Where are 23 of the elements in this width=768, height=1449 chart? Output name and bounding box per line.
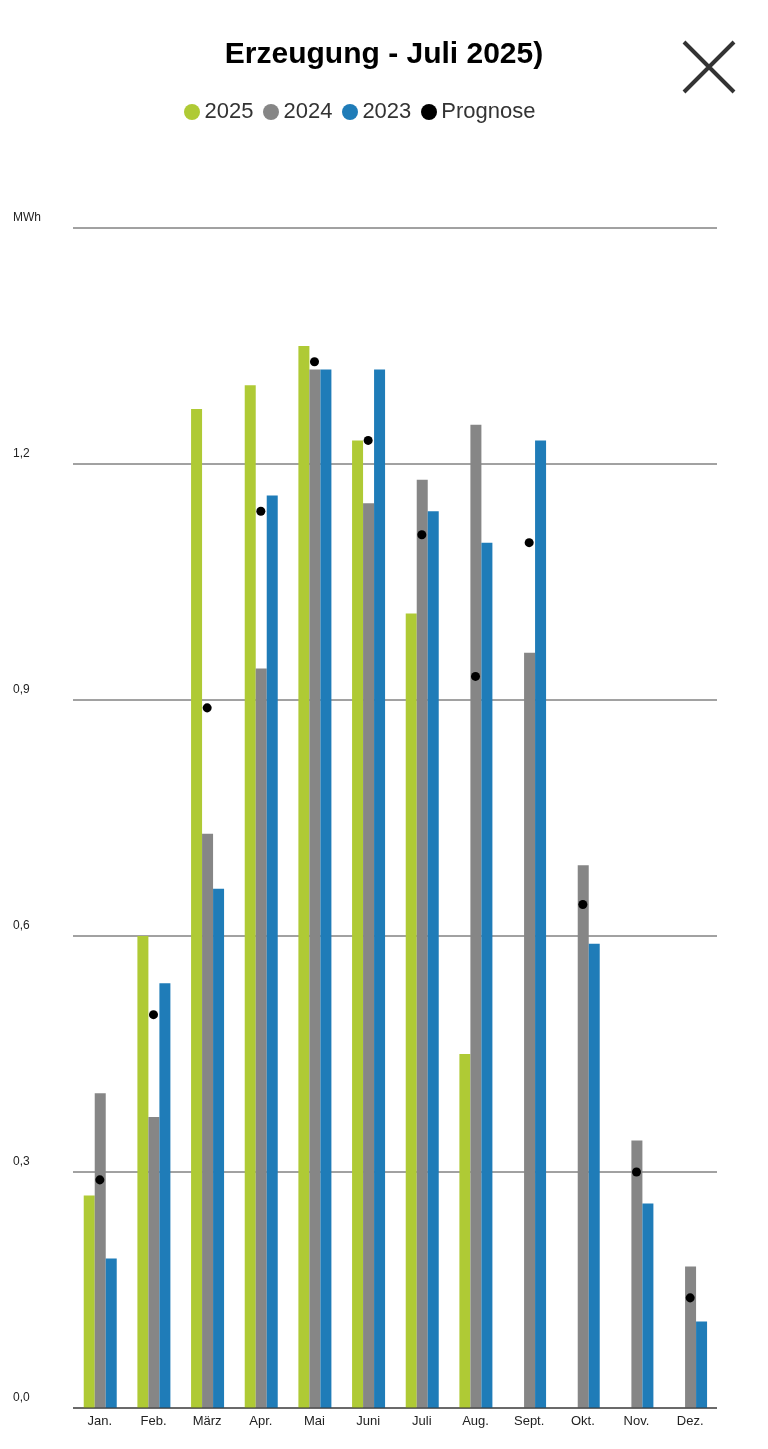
- x-tick-label: Juni: [356, 1413, 381, 1429]
- y-tick-label: 0,9: [13, 682, 31, 696]
- legend-label: 2023: [362, 98, 412, 123]
- x-tick-label: Okt.: [570, 1413, 595, 1429]
- x-tick-label: Nov.: [623, 1413, 650, 1429]
- x-tick-label: Jan.: [87, 1413, 113, 1429]
- legend-label: 2024: [283, 98, 333, 123]
- x-tick-label: Apr.: [249, 1413, 273, 1429]
- legend-label: Prognose: [441, 98, 536, 123]
- x-tick-label: Aug.: [462, 1413, 489, 1429]
- y-tick-label: 0,3: [13, 1154, 31, 1168]
- x-tick-label: Juli: [412, 1413, 432, 1429]
- chart-title: Erzeugung - Juli 2025): [223, 35, 545, 71]
- x-tick-label: Mai: [304, 1413, 326, 1429]
- x-tick-label: März: [192, 1413, 222, 1429]
- x-tick-label: Sept.: [513, 1413, 545, 1429]
- y-tick-label: MWh: [13, 210, 41, 224]
- x-tick-label: Feb.: [140, 1413, 167, 1429]
- legend-label: 2025: [204, 98, 254, 123]
- y-tick-label: 0,0: [13, 1390, 31, 1404]
- y-tick-label: 1,2: [13, 446, 31, 460]
- x-tick-label: Dez.: [676, 1413, 704, 1429]
- y-tick-label: 0,6: [13, 918, 31, 932]
